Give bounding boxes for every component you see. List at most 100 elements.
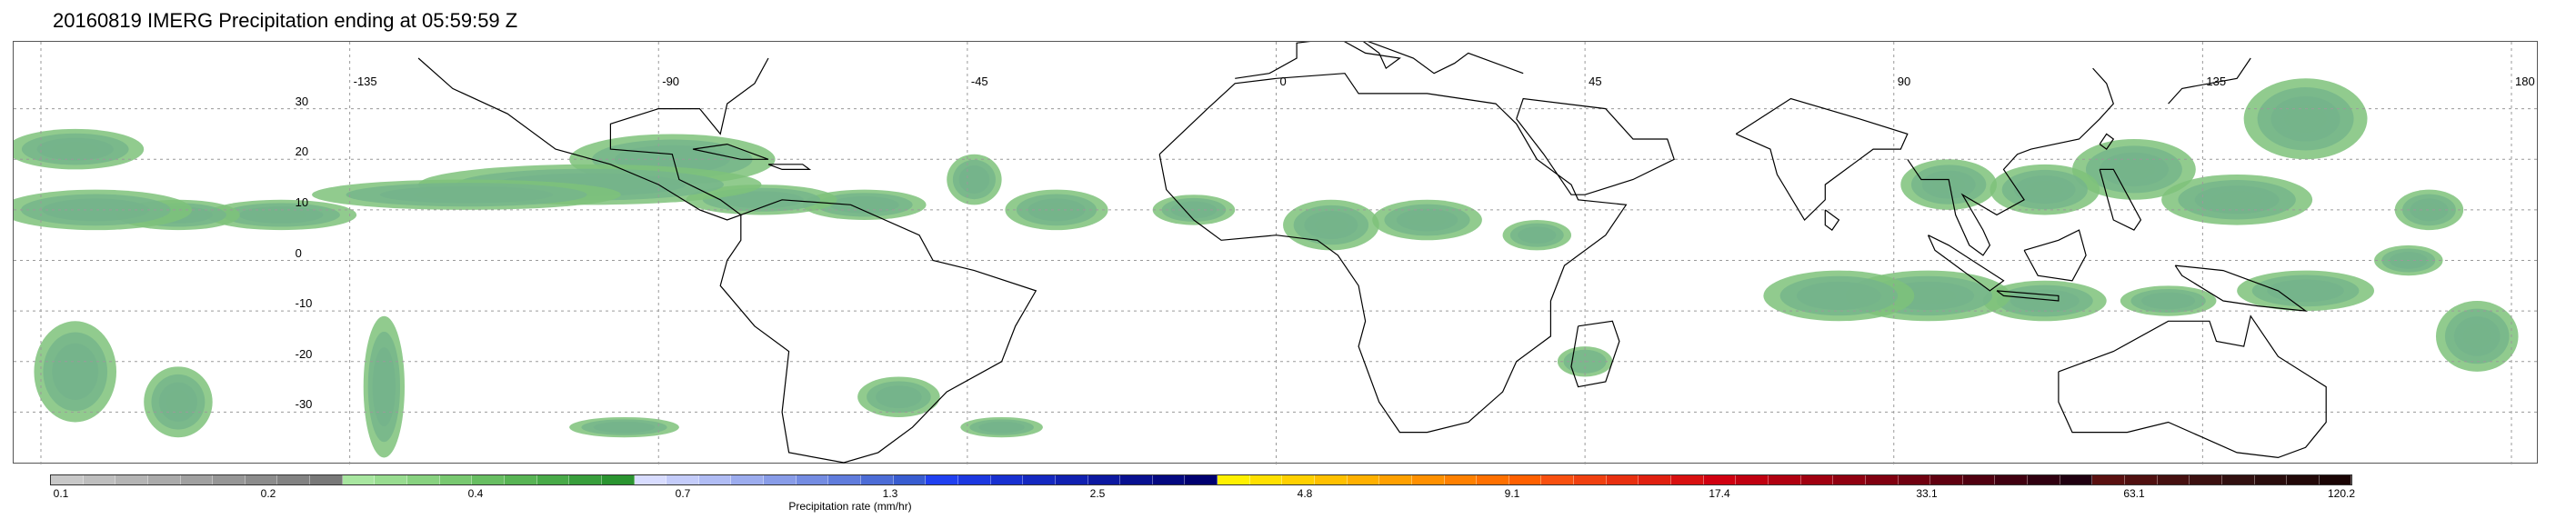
- colorbar-segment: [1314, 475, 1348, 484]
- colorbar-segment: [1703, 475, 1737, 484]
- precipitation-area: [947, 154, 1002, 205]
- colorbar-segment: [893, 475, 927, 484]
- lat-label: 20: [295, 145, 309, 159]
- precipitation-area: [1763, 270, 1915, 322]
- colorbar-tick-label: 0.7: [675, 487, 691, 500]
- colorbar-segment: [213, 475, 246, 484]
- lat-label: 10: [295, 195, 309, 209]
- lon-label: 180: [2515, 75, 2535, 88]
- colorbar-tick-label: 120.2: [2327, 487, 2356, 500]
- colorbar-segment: [2092, 475, 2125, 484]
- colorbar-tick-label: 4.8: [1297, 487, 1313, 500]
- coastline: [2099, 133, 2115, 150]
- colorbar-segment: [990, 475, 1024, 484]
- colorbar-segment: [1898, 475, 1931, 484]
- colorbar-segment: [1379, 475, 1412, 484]
- colorbar-segment: [245, 475, 278, 484]
- colorbar-segment: [439, 475, 473, 484]
- colorbar-segment: [1541, 475, 1575, 484]
- colorbar-segment: [1411, 475, 1445, 484]
- colorbar-tick-label: 2.5: [1089, 487, 1106, 500]
- colorbar-segment: [1509, 475, 1542, 484]
- colorbar-segment: [731, 475, 765, 484]
- colorbar-segment: [861, 475, 894, 484]
- lon-label: 45: [1589, 75, 1602, 88]
- precipitation-area: [569, 416, 679, 438]
- colorbar-segment: [1800, 475, 1834, 484]
- coastline: [719, 199, 1037, 464]
- precipitation-area: [205, 199, 357, 231]
- coastline: [1158, 73, 1628, 434]
- colorbar-segment: [796, 475, 829, 484]
- coastline: [1570, 320, 1620, 388]
- precipitation-area: [363, 315, 406, 458]
- colorbar-segment: [1930, 475, 1963, 484]
- colorbar-segment: [1444, 475, 1478, 484]
- colorbar-segment: [957, 475, 991, 484]
- colorbar-segment: [536, 475, 570, 484]
- precipitation-area: [960, 416, 1043, 438]
- colorbar-segment: [2060, 475, 2093, 484]
- colorbar-segment: [51, 475, 84, 484]
- coastline: [2023, 229, 2087, 282]
- lon-label: 0: [1279, 75, 1287, 88]
- precipitation-area: [1900, 159, 1997, 210]
- colorbar-segment: [1606, 475, 1639, 484]
- precipitation-area: [1990, 164, 2100, 215]
- colorbar-tick-label: 1.3: [882, 487, 898, 500]
- coastline: [2174, 264, 2308, 312]
- colorbar-segment: [698, 475, 732, 484]
- lat-label: -20: [295, 346, 313, 361]
- lat-label: -30: [295, 397, 313, 412]
- coastline: [1996, 290, 2060, 302]
- colorbar-segment: [115, 475, 148, 484]
- colorbar-segment: [1218, 475, 1250, 484]
- lat-label: -10: [295, 296, 313, 311]
- colorbar-segment: [1736, 475, 1769, 484]
- colorbar-segment: [1347, 475, 1380, 484]
- colorbar-segment: [1962, 475, 1996, 484]
- colorbar-segment: [2190, 475, 2222, 484]
- colorbar-segment: [1088, 475, 1121, 484]
- colorbar-segment: [1639, 475, 1672, 484]
- colorbar-segment: [1768, 475, 1801, 484]
- colorbar-segment: [764, 475, 797, 484]
- colorbar-segment: [2221, 475, 2255, 484]
- colorbar-segment: [1865, 475, 1899, 484]
- precipitation-area: [2243, 78, 2368, 160]
- colorbar-segment: [2028, 475, 2060, 484]
- precipitation-area: [2071, 139, 2196, 200]
- precipitation-area: [2237, 270, 2375, 312]
- coastline: [1516, 97, 1675, 195]
- colorbar-segment: [2319, 475, 2352, 484]
- colorbar-segment: [1249, 475, 1283, 484]
- colorbar-segment: [1574, 475, 1607, 484]
- colorbar-segment: [1055, 475, 1088, 484]
- colorbar-segment: [147, 475, 181, 484]
- precipitation-map: 30 20 10 0 -10 -20 -30 -135 -90 -45 0 45 90 135 180: [13, 41, 2539, 464]
- colorbar-segment: [1477, 475, 1509, 484]
- colorbar-segment: [1120, 475, 1153, 484]
- colorbar-segment: [926, 475, 958, 484]
- colorbar-segment: [1282, 475, 1315, 484]
- colorbar-segment: [180, 475, 214, 484]
- colorbar-tick-label: 0.1: [53, 487, 69, 500]
- precipitation-area: [1005, 189, 1108, 231]
- coastline: [417, 57, 769, 221]
- colorbar-segment: [472, 475, 505, 484]
- lon-label: -135: [353, 75, 377, 88]
- lon-label: -90: [662, 75, 680, 88]
- colorbar-segment: [1671, 475, 1704, 484]
- precipitation-area: [2120, 285, 2217, 316]
- colorbar-segment: [407, 475, 440, 484]
- precipitation-area: [1372, 199, 1482, 241]
- precipitation-area: [1283, 199, 1379, 251]
- precipitation-area: [312, 179, 621, 210]
- colorbar-label: Precipitation rate (mm/hr): [788, 500, 912, 513]
- colorbar-segment: [342, 475, 376, 484]
- colorbar-ticks: 0.1 0.2 0.4 0.7 1.3 2.5 4.8 9.1 17.4 33.1 63.1 120.…: [0, 487, 2576, 502]
- colorbar-segment: [667, 475, 699, 484]
- colorbar-segment: [1995, 475, 2029, 484]
- map-canvas: [14, 42, 2539, 464]
- colorbar: [50, 474, 2352, 485]
